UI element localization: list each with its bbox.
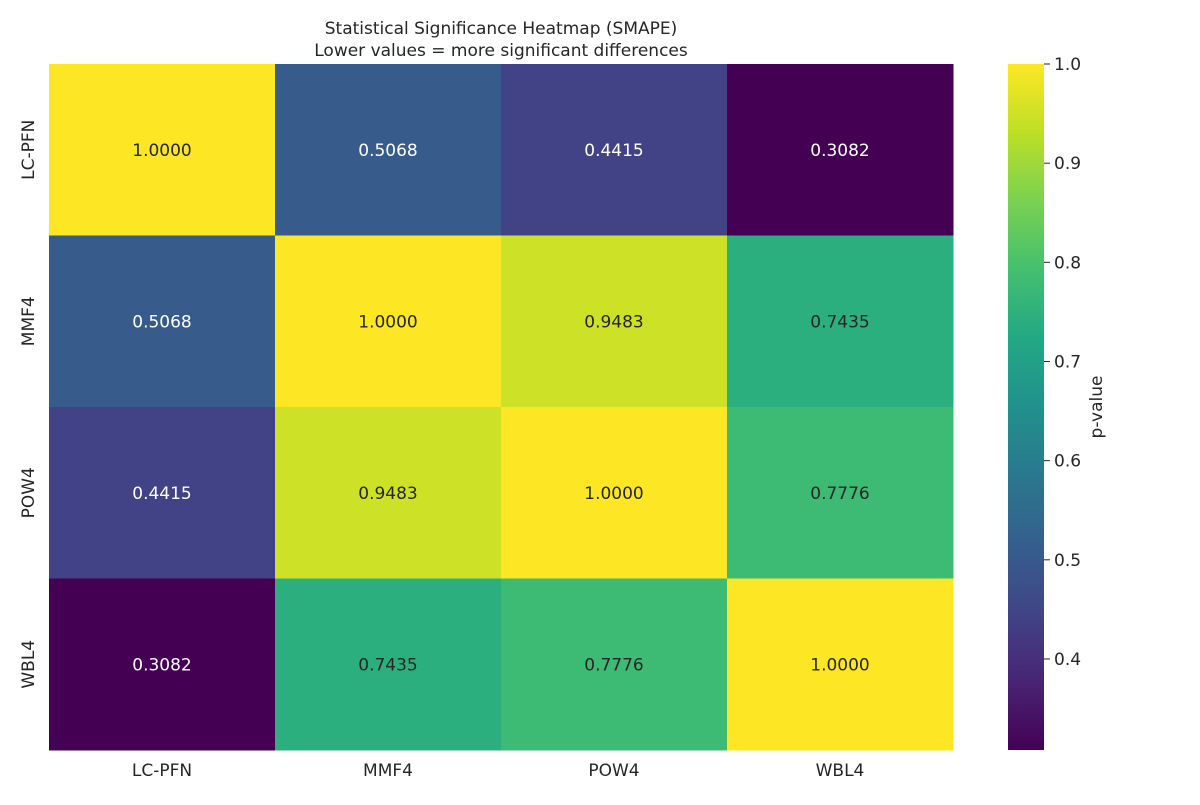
colorbar-tick-label: 0.4 <box>1054 650 1081 670</box>
column-tick-label: MMF4 <box>363 761 413 781</box>
row-tick-labels: LC-PFN MMF4 POW4 WBL4 <box>19 120 39 689</box>
row-tick-label: LC-PFN <box>19 120 39 180</box>
colorbar-tick-label: 1.0 <box>1054 55 1081 75</box>
cell-value-label: 0.3082 <box>810 141 869 161</box>
cell-value-label: 0.5068 <box>358 141 417 161</box>
colorbar-tick-label: 0.9 <box>1054 154 1081 174</box>
colorbar-tick-label: 0.6 <box>1054 452 1081 472</box>
cell-value-label: 1.0000 <box>584 484 643 504</box>
colorbar-ticks: 0.4 0.5 0.6 0.7 0.8 0.9 1.0 <box>1044 55 1081 670</box>
cell-value-label: 0.5068 <box>132 312 191 332</box>
heatmap-cell <box>49 407 276 579</box>
heatmap-cell <box>49 578 276 751</box>
cell-value-label: 1.0000 <box>810 655 869 675</box>
row-tick-label: POW4 <box>19 467 39 518</box>
heatmap-cell <box>727 235 954 408</box>
colorbar-tick-label: 0.5 <box>1054 551 1081 571</box>
heatmap-cell <box>727 64 954 236</box>
heatmap-cell <box>501 235 728 408</box>
column-tick-label: POW4 <box>588 761 639 781</box>
colorbar-label: p-value <box>1087 376 1107 439</box>
colorbar-tick-label: 0.7 <box>1054 352 1081 372</box>
heatmap-cell <box>727 407 954 579</box>
heatmap-cell <box>501 64 728 236</box>
heatmap-cell <box>275 407 502 579</box>
row-tick-label: WBL4 <box>19 640 39 689</box>
cell-value-label: 0.7435 <box>358 655 417 675</box>
column-tick-label: LC-PFN <box>132 761 192 781</box>
column-tick-label: WBL4 <box>816 761 865 781</box>
column-tick-labels: LC-PFN MMF4 POW4 WBL4 <box>132 761 865 781</box>
cell-value-label: 0.4415 <box>132 484 191 504</box>
row-tick-label: MMF4 <box>19 296 39 346</box>
cell-value-label: 0.7435 <box>810 312 869 332</box>
chart-subtitle: Lower values = more significant differen… <box>314 41 688 61</box>
cell-value-label: 0.3082 <box>132 655 191 675</box>
cell-value-label: 0.9483 <box>584 312 643 332</box>
heatmap-cell <box>275 235 502 408</box>
heatmap-cell <box>501 407 728 579</box>
cell-value-label: 0.9483 <box>358 484 417 504</box>
chart-title: Statistical Significance Heatmap (SMAPE) <box>325 19 678 39</box>
cell-value-label: 1.0000 <box>132 141 191 161</box>
heatmap-cell <box>49 64 276 236</box>
colorbar: 0.4 0.5 0.6 0.7 0.8 0.9 1.0 p-value <box>1008 55 1107 750</box>
colorbar-tick-label: 0.8 <box>1054 253 1081 273</box>
heatmap-cell <box>501 578 728 751</box>
heatmap-cell <box>49 235 276 408</box>
cell-value-label: 0.4415 <box>584 141 643 161</box>
heatmap-cell <box>275 64 502 236</box>
cell-value-label: 0.7776 <box>810 484 869 504</box>
heatmap-cell <box>727 578 954 751</box>
colorbar-gradient <box>1008 64 1044 750</box>
heatmap-cell <box>275 578 502 751</box>
heatmap-cells: 1.0000 0.5068 0.4415 0.3082 0.5068 1.0000 0.94… <box>49 64 954 751</box>
cell-value-label: 0.7776 <box>584 655 643 675</box>
cell-value-label: 1.0000 <box>358 312 417 332</box>
